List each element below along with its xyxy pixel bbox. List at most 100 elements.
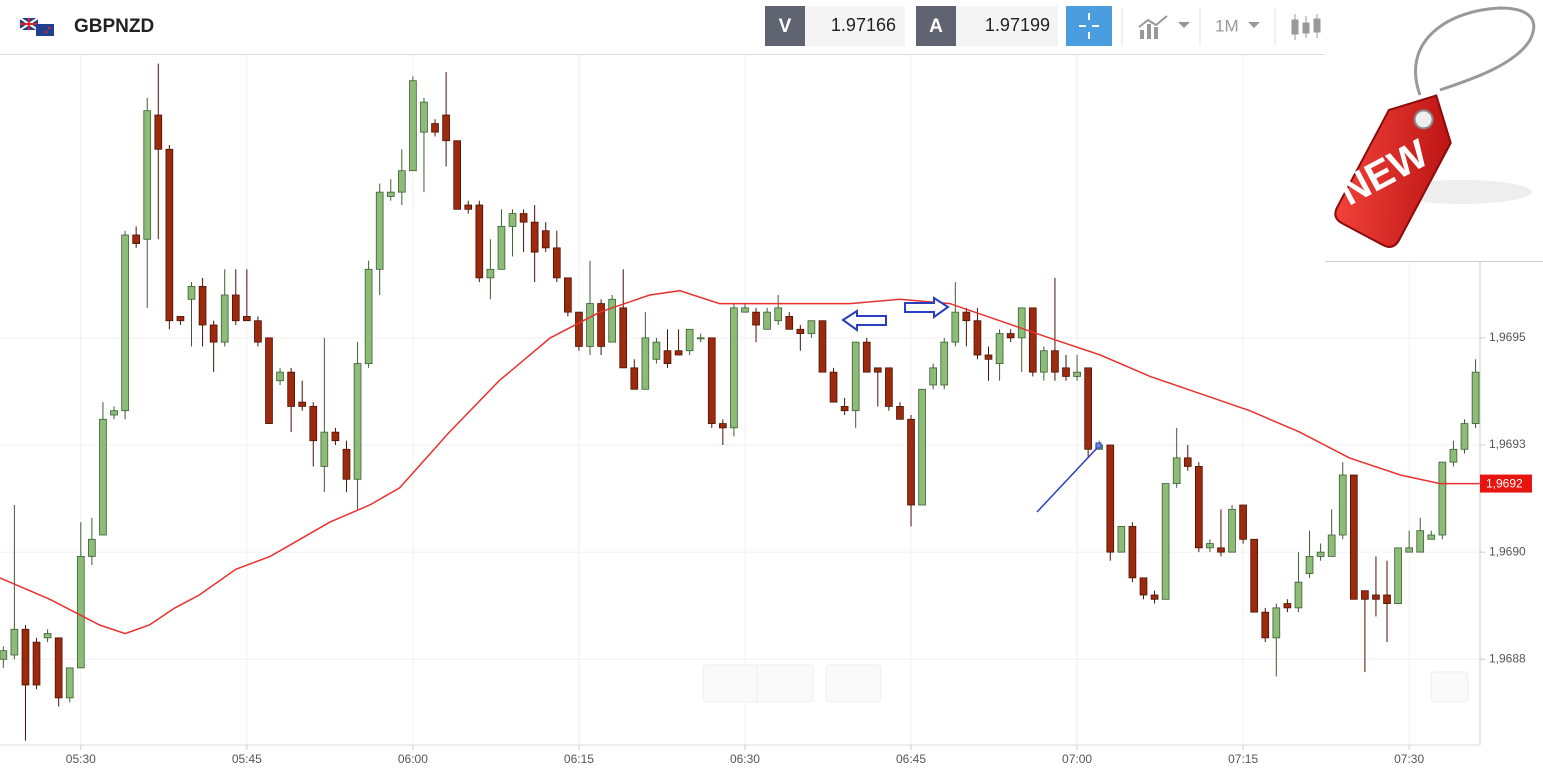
candle-body [575,311,583,347]
candle-body [198,286,207,326]
candle-body [530,221,539,253]
candle-body [1128,526,1137,579]
candle-body [519,213,528,223]
candle-body [619,307,628,369]
candle-body [1040,350,1048,373]
timeframe[interactable]: 1M [1215,16,1239,35]
candle-body [674,350,683,356]
candle-body [176,316,185,322]
candle-button[interactable] [1291,14,1321,40]
candle-body [851,341,860,412]
candle-body [564,277,572,313]
candle-body [951,311,960,343]
chart-type-button[interactable] [1138,15,1190,39]
ask-price: 1.97199 [985,15,1050,35]
candle-body [1084,367,1092,450]
bid-box[interactable] [805,6,905,46]
y-tick-label: 1,9690 [1489,544,1526,558]
candle-body [730,307,738,429]
candle-body [696,337,705,340]
bid-label-box[interactable] [765,6,805,46]
candle-body [1161,483,1170,600]
candle-body [0,650,8,660]
candle-body [475,204,484,279]
ask-box[interactable] [956,6,1058,46]
moving-average [0,289,1480,635]
candle-body [1327,534,1336,557]
candle-body [397,170,406,193]
overlay-button[interactable] [1430,671,1469,703]
candle-body [442,114,450,142]
candle-body [320,431,329,467]
candle-body [1239,504,1247,540]
ask-label-box[interactable] [916,6,956,46]
candle-body [88,538,96,557]
candle-body [1349,474,1358,600]
header [0,0,1325,54]
candle-body [807,320,816,334]
candle-body [342,448,351,480]
candle-body [331,431,340,442]
candle-body [54,637,63,699]
bid-price: 1.97166 [831,15,896,35]
last-price-label: 1,9692 [1486,477,1523,491]
candle-body [497,226,506,270]
x-tick-label: 07:00 [1062,752,1092,766]
candle-body [1338,474,1347,536]
crosshair-button[interactable] [1066,6,1112,46]
candle-body [76,556,85,669]
y-tick-label: 1,9693 [1489,437,1526,451]
candle-body [464,204,473,210]
x-tick-label: 07:15 [1228,752,1258,766]
candle-body [10,628,19,656]
candle-body [774,307,783,322]
candle-body [1372,594,1380,600]
candle-body [43,633,52,639]
candle-body [741,307,749,313]
candle-body [885,367,893,407]
candle-body [486,268,495,279]
candle-body [586,303,594,347]
last-price-tag [1480,474,1532,493]
x-tick-label: 06:00 [398,752,428,766]
dropdown-caret [1248,22,1260,28]
candle-body [541,230,550,249]
candle-body [431,123,439,133]
candle-body [287,371,295,407]
candle-body [984,354,993,360]
bid-label: V [779,16,792,37]
candle-body [254,320,262,343]
ask-label: A [929,16,943,37]
candle-body [1438,461,1447,536]
candle-body [121,234,129,412]
candle-body [663,350,672,364]
candle-body [652,341,661,360]
candle-body [243,316,251,322]
candle-body [1117,526,1126,553]
y-tick-label: 1,9695 [1489,330,1526,344]
candle-body [1361,590,1369,600]
candle-body [1206,543,1214,549]
candle-body [65,667,74,699]
candle-body [110,410,118,416]
trend-line [1036,446,1099,513]
candle-body [386,191,395,197]
x-tick-label: 05:30 [66,752,96,766]
candle-body [21,628,30,686]
new-tag [1334,94,1533,248]
x-tick-label: 07:30 [1394,752,1424,766]
candle-body [187,286,196,300]
overlay-button[interactable] [702,664,814,703]
candle-body [719,423,727,429]
candle-body [907,418,915,506]
candle-body [1028,307,1037,373]
candle-body [1250,538,1259,613]
plot-area [0,63,1480,741]
candle-body [1272,607,1281,639]
candle-body [796,328,805,334]
overlay-button[interactable] [825,664,882,703]
candle-body [353,363,362,480]
